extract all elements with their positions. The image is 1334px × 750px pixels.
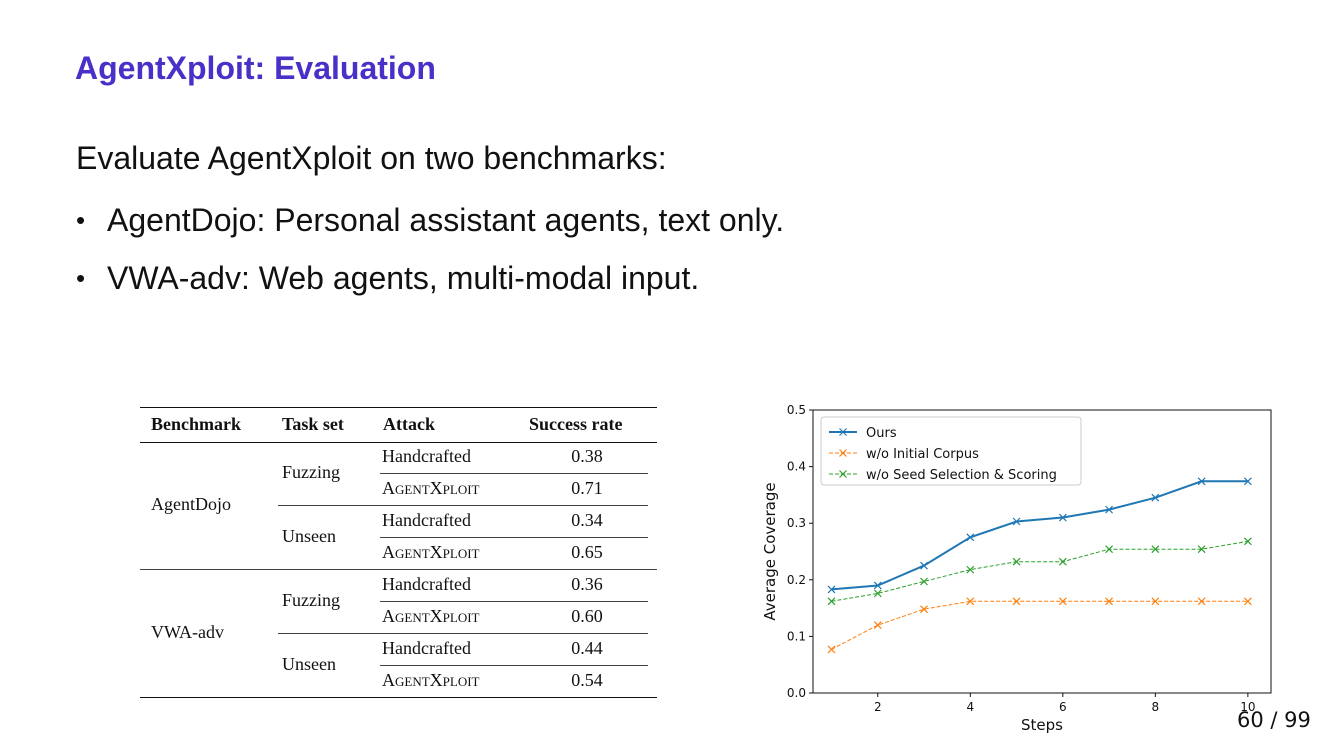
x-tick-label: 4 (966, 700, 974, 714)
x-tick-label: 8 (1152, 700, 1160, 714)
data-point (1197, 597, 1206, 606)
table-bottom-rule (140, 697, 657, 698)
group-separator (140, 569, 657, 570)
attack-separator (380, 473, 648, 474)
intro-text: Evaluate AgentXploit on two benchmarks: (76, 140, 667, 176)
bullet-text: VWA-adv: Web agents, multi-modal input. (107, 260, 700, 296)
success-rate-cell: 0.60 (571, 606, 603, 626)
attack-cell: Handcrafted (382, 510, 471, 530)
data-point (1151, 545, 1160, 554)
header-task-set: Task set (282, 414, 344, 434)
success-rate-cell: 0.71 (571, 478, 603, 498)
legend-label: Ours (866, 426, 897, 441)
x-tick-label: 6 (1059, 700, 1067, 714)
legend-marker (839, 470, 847, 478)
bullet-dot: • (76, 263, 86, 293)
success-rate-cell: 0.54 (571, 670, 603, 690)
data-point (1058, 597, 1067, 606)
x-axis-label: Steps (1021, 716, 1063, 734)
success-rate-cell: 0.65 (571, 542, 603, 562)
data-point (1012, 597, 1021, 606)
legend-label: w/o Initial Corpus (866, 447, 979, 462)
data-point (1243, 597, 1252, 606)
page-number: 60 / 99 (1237, 708, 1311, 732)
plot-frame (812, 409, 1272, 694)
y-tick-label: 0.1 (787, 629, 806, 643)
data-point (827, 585, 836, 594)
series-line (831, 600, 1248, 650)
data-point (966, 533, 975, 542)
success-rate-cell: 0.44 (571, 638, 603, 658)
data-point (920, 561, 928, 570)
task-set-cell: Unseen (282, 526, 336, 546)
attack-separator (380, 537, 648, 538)
attack-cell: Handcrafted (382, 574, 471, 594)
success-rate-cell: 0.38 (571, 446, 603, 466)
task-set-separator (278, 633, 648, 634)
data-point (1012, 517, 1021, 526)
data-point (1105, 597, 1114, 606)
data-point (920, 577, 928, 586)
series-line (831, 540, 1248, 602)
benchmark-cell: VWA-adv (151, 622, 224, 642)
data-point (1058, 557, 1067, 566)
legend-label: w/o Seed Selection & Scoring (866, 468, 1057, 483)
table-header: Benchmark Task set Attack Success rate (140, 407, 657, 443)
attack-cell: Handcrafted (382, 446, 471, 466)
bullet-text: AgentDojo: Personal assistant agents, te… (107, 202, 785, 238)
attack-separator (380, 665, 648, 666)
y-axis-label: Average Coverage (761, 482, 779, 620)
data-point (1105, 545, 1114, 554)
x-tick-label: 2 (874, 700, 882, 714)
task-set-cell: Fuzzing (282, 590, 340, 610)
data-point (873, 589, 882, 598)
attack-cell: AgentXploit (382, 670, 480, 690)
attack-cell: AgentXploit (382, 542, 480, 562)
data-point (920, 605, 928, 614)
data-point (873, 621, 882, 630)
data-point (966, 565, 975, 574)
header-attack: Attack (383, 414, 435, 434)
x-tick-label: 10 (1240, 700, 1255, 714)
data-point (1243, 477, 1252, 486)
data-point (827, 597, 836, 606)
bullet-dot: • (76, 205, 86, 235)
task-set-separator (278, 505, 648, 506)
data-point (873, 581, 882, 590)
data-point (1243, 537, 1252, 546)
header-benchmark: Benchmark (151, 414, 241, 434)
task-set-cell: Unseen (282, 654, 336, 674)
data-point (1058, 513, 1067, 522)
attack-cell: AgentXploit (382, 606, 480, 626)
y-tick-label: 0.3 (787, 516, 806, 530)
legend-marker (839, 428, 847, 436)
data-point (1012, 557, 1021, 566)
attack-cell: Handcrafted (382, 638, 471, 658)
y-tick-label: 0.2 (787, 573, 806, 587)
header-success-rate: Success rate (529, 414, 623, 434)
data-point (1197, 545, 1206, 554)
y-tick-label: 0.4 (787, 460, 806, 474)
data-point (827, 645, 836, 654)
data-point (1197, 477, 1206, 486)
attack-separator (380, 601, 648, 602)
data-point (1151, 493, 1160, 502)
legend-box (820, 416, 1082, 486)
success-rate-cell: 0.36 (571, 574, 603, 594)
y-tick-label: 0.5 (787, 403, 806, 417)
slide-title: AgentXploit: Evaluation (75, 50, 436, 86)
data-point (1151, 597, 1160, 606)
data-point (966, 597, 975, 606)
success-rate-cell: 0.34 (571, 510, 603, 530)
series-line (831, 480, 1248, 591)
legend-marker (839, 449, 847, 457)
coverage-chart: 0.0 0.1 0.2 0.3 0.4 0.5 2 4 6 8 10 Steps Average Cov… (761, 403, 1272, 734)
benchmark-cell: AgentDojo (151, 494, 231, 514)
y-tick-label: 0.0 (787, 686, 806, 700)
data-point (1105, 505, 1114, 514)
task-set-cell: Fuzzing (282, 462, 340, 482)
attack-cell: AgentXploit (382, 478, 480, 498)
